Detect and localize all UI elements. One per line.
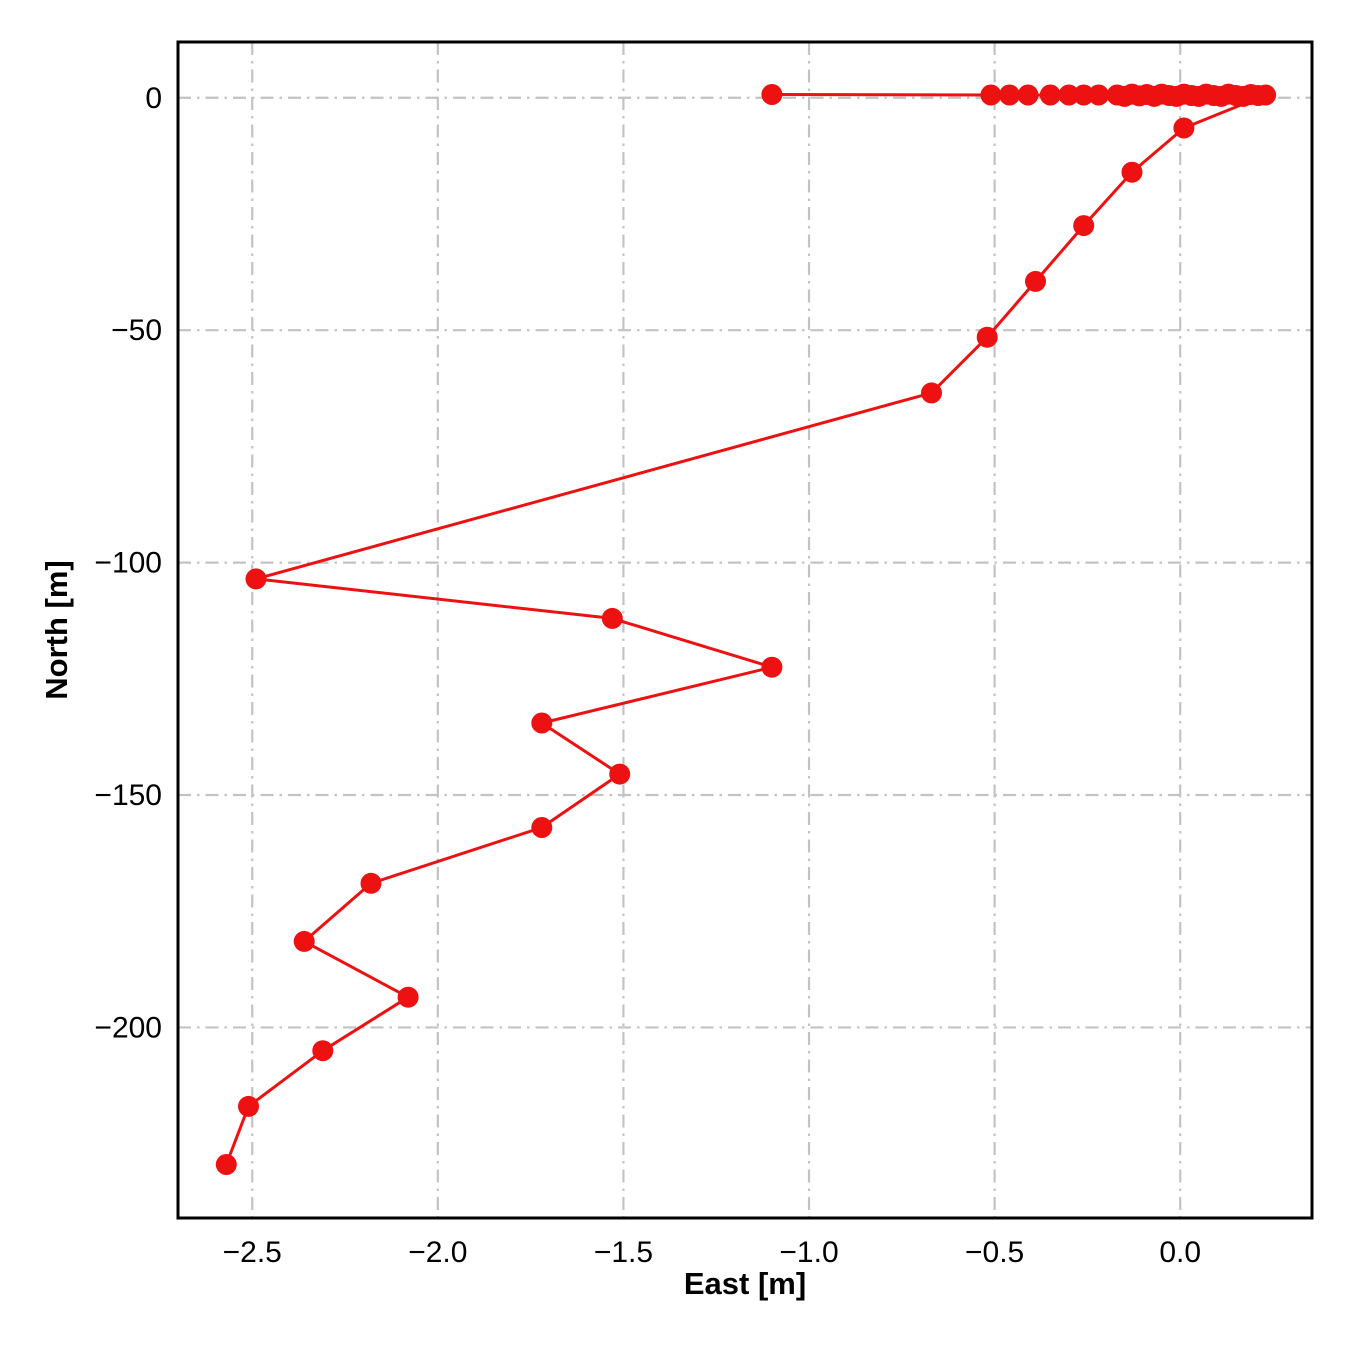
x-tick-label: −1.5 (594, 1236, 653, 1269)
data-point-marker (1088, 84, 1110, 106)
x-tick-label: 0.0 (1159, 1236, 1201, 1269)
data-point-marker (1073, 215, 1095, 237)
data-point-marker (1121, 161, 1143, 183)
y-tick-label: −50 (111, 314, 162, 347)
y-axis-label: North [m] (39, 560, 74, 700)
data-point-marker (1025, 270, 1046, 292)
data-point-marker (238, 1095, 259, 1117)
data-point-marker (1073, 84, 1095, 106)
trajectory-line (224, 92, 1268, 1166)
data-point-marker (601, 607, 623, 629)
x-tick-label: −2.0 (408, 1236, 467, 1269)
x-tick-label: −1.0 (779, 1236, 838, 1269)
y-tick-label: 0 (145, 82, 162, 115)
data-point-marker (1058, 84, 1080, 106)
data-point-marker (1173, 117, 1195, 139)
data-point-marker (976, 326, 998, 348)
data-point-marker (999, 84, 1020, 106)
data-point-marker (531, 817, 553, 838)
x-tick-label: −0.5 (965, 1236, 1024, 1269)
x-tick-label: −2.5 (223, 1236, 282, 1269)
data-point-marker (1255, 84, 1277, 106)
data-point-marker (397, 986, 419, 1008)
x-axis-label: East [m] (683, 1266, 807, 1301)
data-point-marker (293, 930, 315, 952)
data-point-marker (761, 84, 783, 105)
data-point-marker (312, 1040, 334, 1062)
data-point-marker (609, 763, 631, 785)
data-point-marker (1017, 84, 1039, 106)
y-tick-label: −100 (94, 547, 162, 580)
data-point-marker (980, 84, 1002, 106)
data-point-marker (761, 656, 783, 678)
plot-border (176, 40, 1314, 1220)
data-point-marker (1039, 84, 1061, 106)
data-point-marker (245, 568, 267, 590)
y-tick-label: −150 (94, 779, 162, 812)
data-point-marker (531, 712, 553, 734)
data-point-marker (215, 1154, 237, 1175)
y-tick-label: −200 (94, 1011, 162, 1044)
data-point-marker (360, 872, 382, 894)
data-point-marker (921, 382, 942, 404)
